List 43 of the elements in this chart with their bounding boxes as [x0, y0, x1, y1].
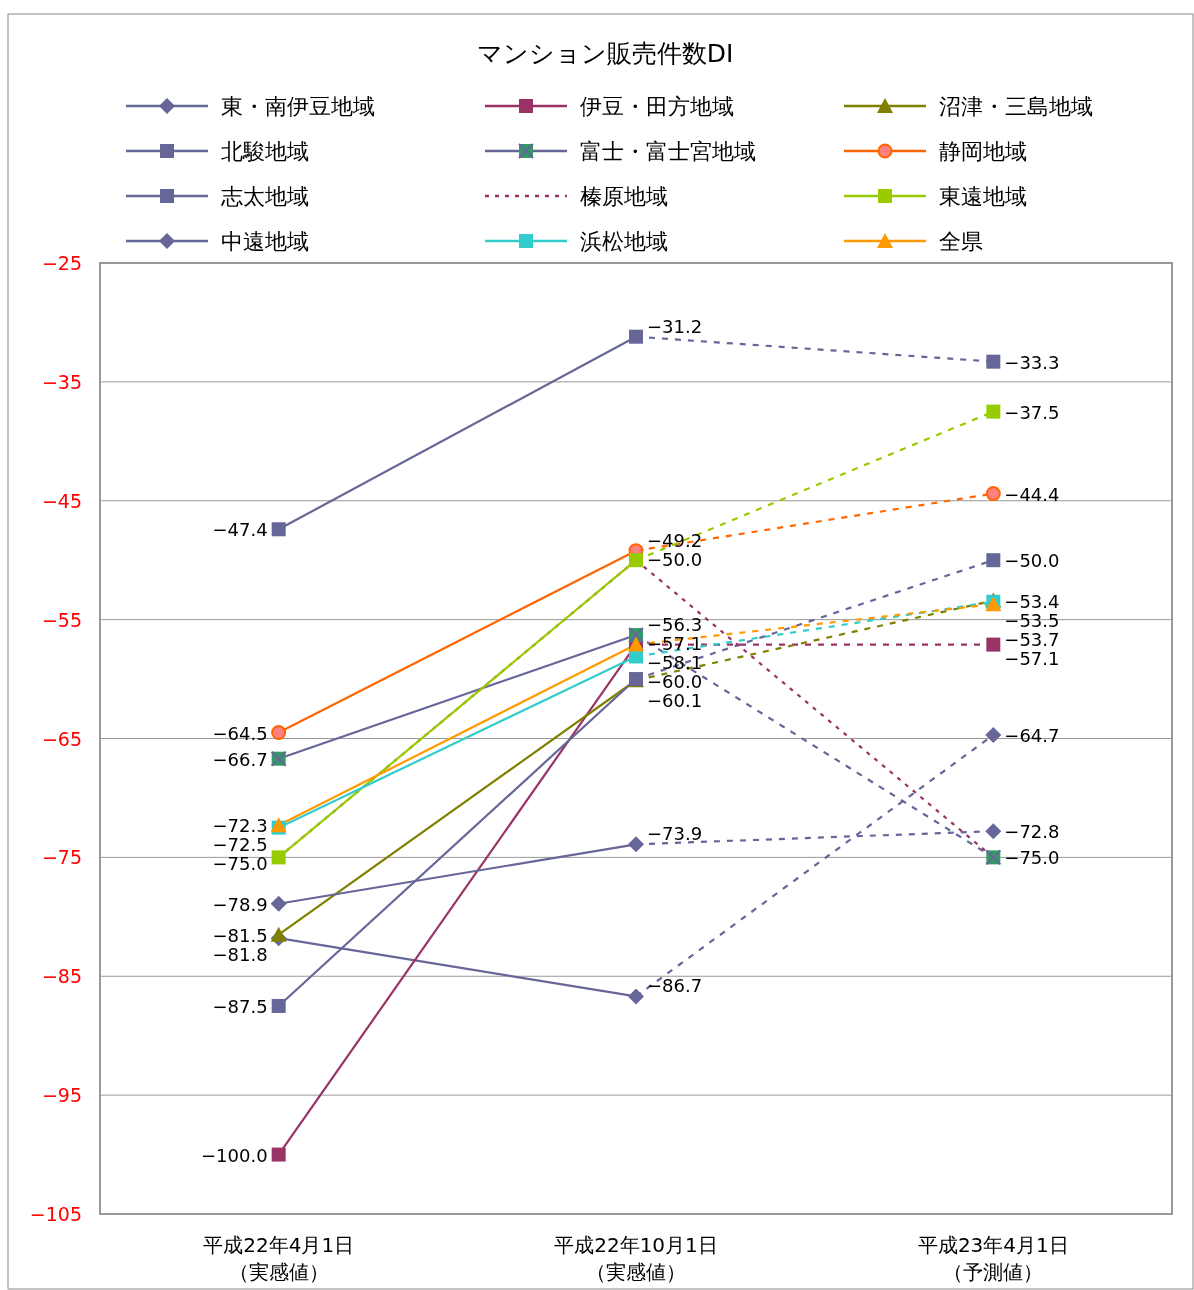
legend-label: 富士・富士宮地域	[580, 139, 756, 164]
y-tick-label: −75	[41, 846, 82, 869]
legend-label: 静岡地域	[939, 139, 1027, 164]
point	[270, 895, 287, 912]
point	[628, 988, 644, 1005]
y-tick-label: −25	[41, 252, 82, 274]
point	[985, 823, 1002, 840]
legend-label: 沼津・三島地域	[939, 94, 1093, 119]
y-tick-label: −55	[41, 608, 82, 631]
point	[628, 836, 644, 853]
point	[986, 637, 1001, 652]
y-tick-label: −105	[29, 1203, 82, 1225]
y-tick-label: −45	[41, 489, 82, 512]
point	[986, 404, 1001, 419]
x-tick-label: 平成22年10月1日（実感値）	[554, 1233, 718, 1284]
legend-label: 東・南伊豆地域	[221, 94, 375, 119]
y-tick-label: −95	[41, 1084, 82, 1107]
legend-label: 全県	[939, 229, 983, 254]
legend-label: 伊豆・田方地域	[580, 94, 734, 119]
point	[629, 553, 643, 568]
point	[271, 998, 286, 1013]
point	[271, 725, 287, 741]
point	[271, 850, 286, 865]
chart-title: マンション販売件数DI	[476, 39, 734, 68]
legend-label: 中遠地域	[221, 229, 309, 254]
y-tick-label: −35	[41, 370, 82, 393]
point	[270, 926, 287, 942]
point	[629, 329, 643, 344]
legend-label: 浜松地域	[580, 229, 668, 254]
legend-label: 志太地域	[221, 184, 309, 209]
x-tick-label: 平成22年4月1日（実感値）	[203, 1233, 355, 1284]
legend-label: 東遠地域	[939, 184, 1027, 209]
point	[986, 354, 1001, 369]
point	[986, 553, 1001, 568]
point	[985, 726, 1002, 743]
y-tick-label: −85	[41, 965, 82, 988]
point	[271, 1147, 286, 1162]
y-tick-label: −65	[41, 727, 82, 750]
legend-label: 榛原地域	[580, 184, 668, 209]
x-tick-label: 平成23年4月1日（予測値）	[917, 1233, 1069, 1284]
point	[985, 486, 1001, 502]
legend-label: 北駿地域	[221, 139, 309, 164]
point	[271, 522, 286, 537]
